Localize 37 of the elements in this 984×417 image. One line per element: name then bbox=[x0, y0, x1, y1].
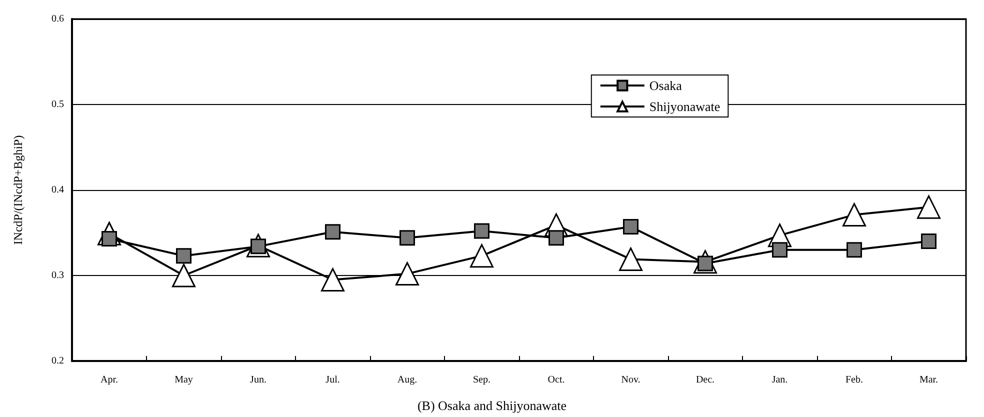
point bbox=[548, 230, 564, 246]
x-tick-label: Jul. bbox=[326, 374, 340, 386]
x-tick-label: Jun. bbox=[250, 374, 266, 386]
point bbox=[917, 195, 940, 219]
y-tick-label: 0.6 bbox=[52, 14, 64, 24]
x-tick-label: Dec. bbox=[696, 374, 715, 386]
text: (B) Osaka and Shijyonawate bbox=[417, 398, 567, 413]
point bbox=[325, 224, 340, 240]
y-tick-label: 0.5 bbox=[52, 99, 64, 110]
x-tick-label: Mar. bbox=[919, 374, 938, 386]
y-tick-label: 0.2 bbox=[52, 356, 64, 366]
point bbox=[921, 234, 936, 250]
x-tick-label: May bbox=[174, 374, 193, 386]
point bbox=[842, 203, 866, 227]
y-axis-title: INcdP/(INcdP+BghiP) bbox=[11, 135, 25, 245]
point bbox=[321, 268, 344, 292]
x-tick-label: Apr. bbox=[100, 374, 118, 386]
x-tick-label: Jan. bbox=[772, 374, 788, 386]
point bbox=[846, 242, 862, 258]
point bbox=[400, 230, 415, 246]
legend-label: Shijyonawate bbox=[649, 99, 720, 114]
point bbox=[172, 264, 196, 288]
x-tick-label: Aug. bbox=[397, 374, 418, 386]
point bbox=[623, 219, 638, 235]
y-tick-label: 0.3 bbox=[52, 270, 64, 281]
point bbox=[474, 223, 490, 239]
x-tick-label: Sep. bbox=[473, 374, 490, 386]
x-tick-label: Nov. bbox=[621, 374, 640, 386]
x-tick-label: Feb. bbox=[846, 374, 863, 386]
point bbox=[176, 248, 192, 264]
y-tick-label: 0.4 bbox=[52, 184, 64, 196]
legend-label: Osaka bbox=[649, 78, 682, 94]
x-tick-label: Oct. bbox=[548, 374, 565, 386]
point bbox=[619, 248, 642, 272]
point bbox=[396, 262, 419, 286]
point bbox=[470, 244, 494, 268]
point bbox=[772, 242, 788, 258]
